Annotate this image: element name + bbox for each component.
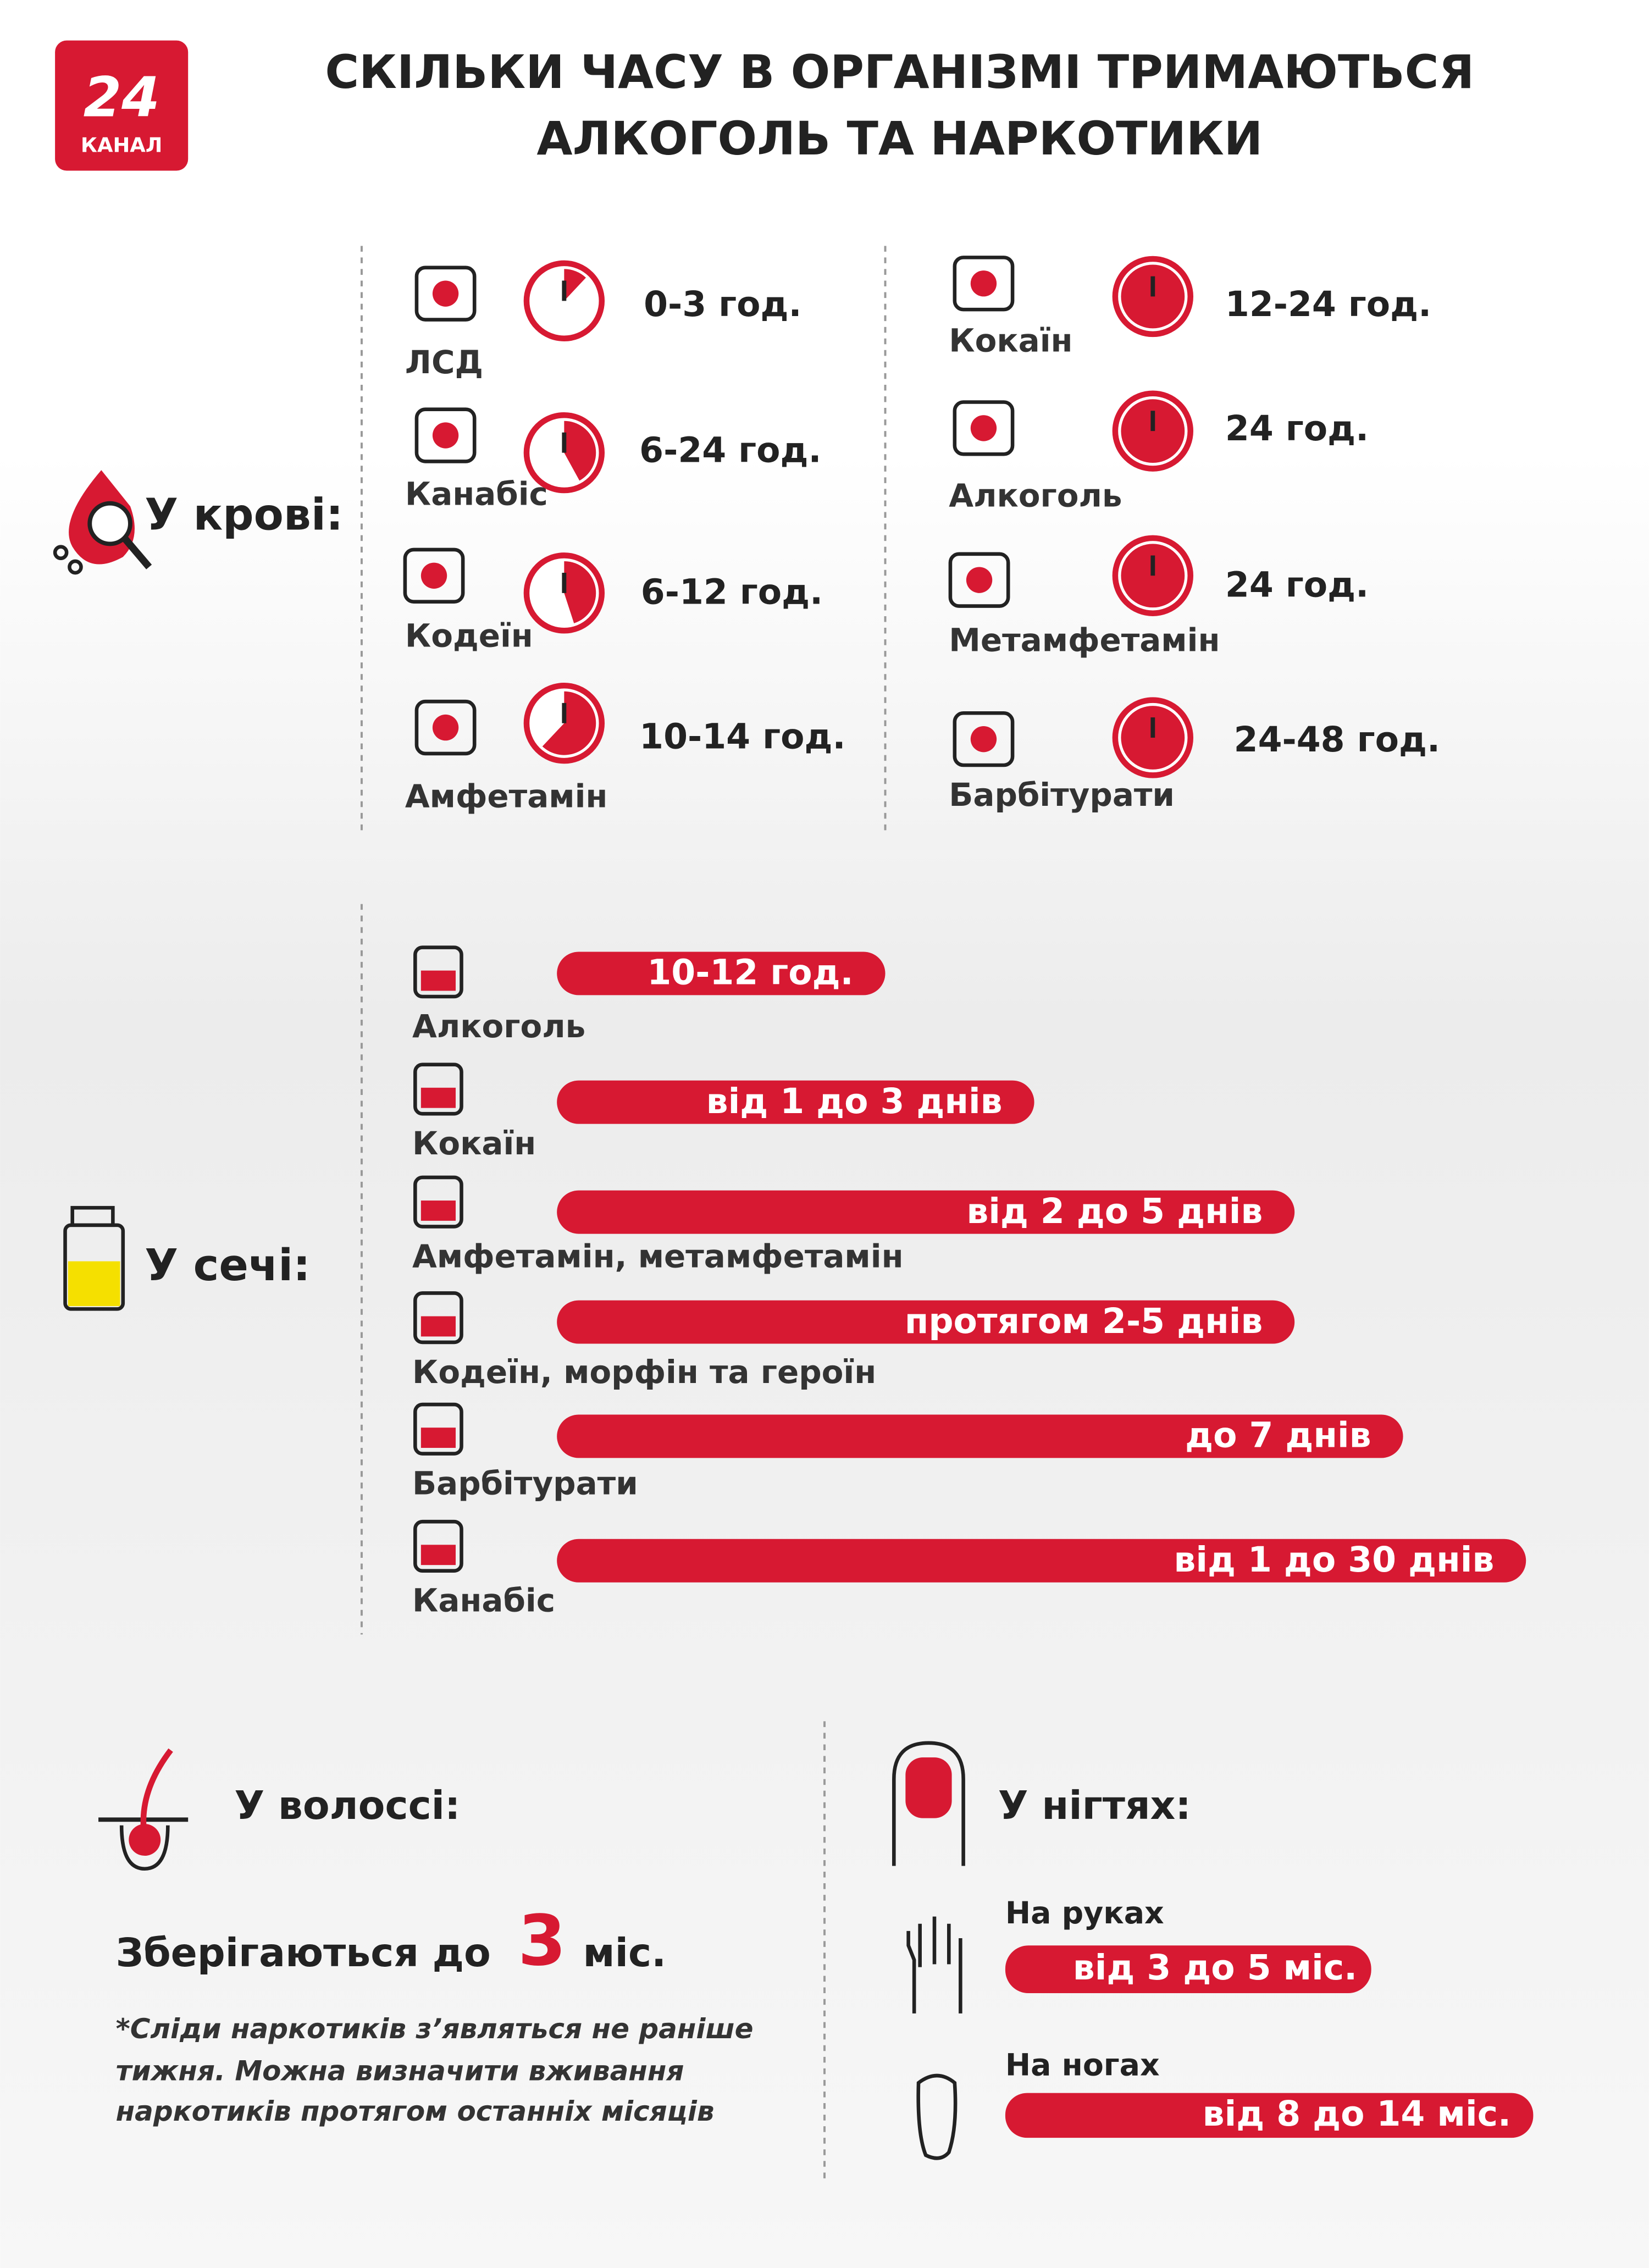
drug-icon xyxy=(413,1402,463,1456)
nails-sub: На ногах xyxy=(1005,2048,1160,2083)
drug-icon xyxy=(414,265,477,322)
drug-icon-dot xyxy=(970,415,997,441)
duration: 0-3 год. xyxy=(644,284,801,324)
drug-name: ЛСД xyxy=(405,344,483,381)
drug-icon-dot xyxy=(432,714,459,741)
drug-icon-fill xyxy=(420,1428,456,1448)
drug-icon xyxy=(403,547,465,604)
hair-text: Зберігаються до xyxy=(116,1930,491,1976)
drug-name: Кодеїн xyxy=(405,617,533,655)
bar-label: 10-12 год. xyxy=(647,952,853,993)
drug-icon-dot xyxy=(420,562,447,589)
drug-icon xyxy=(953,711,1015,767)
clock-fill xyxy=(564,421,596,481)
drug-name: Канабіс xyxy=(405,475,548,513)
nail-icon xyxy=(892,1741,965,1866)
section-label: У крові: xyxy=(145,490,343,540)
drug-name: Амфетамін, метамфетамін xyxy=(412,1237,904,1275)
bar xyxy=(557,1414,1403,1458)
drug-icon xyxy=(413,1519,463,1573)
drug-name: Метамфетамін xyxy=(949,621,1220,659)
nails-sub: На руках xyxy=(1005,1896,1164,1931)
hair-icon xyxy=(98,1748,189,1871)
hair-number: 3 xyxy=(518,1900,566,1981)
section-label: У волоссі: xyxy=(234,1783,460,1828)
urine-icon xyxy=(63,1205,125,1311)
drug-icon-fill xyxy=(420,1316,456,1337)
drug-name: Кокаїн xyxy=(949,322,1072,359)
drug-icon-fill xyxy=(420,1201,456,1221)
drug-icon xyxy=(953,400,1015,456)
drug-name: Кодеїн, морфін та героїн xyxy=(412,1353,876,1391)
hair-unit: міс. xyxy=(583,1930,667,1976)
bar-label: до 7 днів xyxy=(1185,1415,1371,1456)
clock-fill xyxy=(564,561,596,623)
drug-icon-fill xyxy=(420,1087,456,1108)
drug-icon-dot xyxy=(432,422,459,449)
clock-fill xyxy=(542,691,596,755)
bar xyxy=(557,952,886,995)
title: СКІЛЬКИ ЧАСУ В ОРГАНІЗМІ ТРИМАЮТЬСЯ xyxy=(325,45,1474,99)
logo-number: 24 xyxy=(84,65,160,130)
drug-name: Алкоголь xyxy=(412,1008,585,1045)
bar xyxy=(557,1539,1526,1583)
bar-label: від 1 до 3 днів xyxy=(706,1081,1003,1121)
bar-label: від 3 до 5 міс. xyxy=(1073,1947,1357,1988)
bar xyxy=(1005,2093,1534,2138)
drug-icon xyxy=(413,945,463,999)
blood-icon xyxy=(53,470,152,575)
bar-label: від 8 до 14 міс. xyxy=(1203,2093,1511,2134)
logo xyxy=(55,40,189,171)
duration: 6-24 год. xyxy=(639,430,821,471)
duration: 24 год. xyxy=(1225,408,1369,449)
duration: 24-48 год. xyxy=(1234,719,1440,760)
drug-icon-dot xyxy=(966,567,993,593)
bar xyxy=(1005,1945,1371,1994)
drug-name: Амфетамін xyxy=(405,778,608,815)
drug-icon-dot xyxy=(432,280,459,307)
drug-icon-fill xyxy=(420,1545,456,1566)
drug-icon xyxy=(414,407,477,463)
clock-fill xyxy=(1121,544,1185,608)
drug-name: Барбітурати xyxy=(412,1465,638,1502)
drug-icon-dot xyxy=(970,270,997,297)
note: наркотиків протягом останніх місяців xyxy=(116,2095,715,2127)
drug-icon xyxy=(413,1175,463,1229)
foot-icon xyxy=(916,2073,958,2160)
drug-name: Канабіс xyxy=(412,1582,555,1619)
drug-icon xyxy=(413,1063,463,1116)
drug-name: Алкоголь xyxy=(949,477,1122,514)
duration: 12-24 год. xyxy=(1225,284,1431,324)
duration: 24 год. xyxy=(1225,564,1369,605)
bar xyxy=(557,1080,1034,1124)
bar xyxy=(557,1300,1295,1344)
bar-label: від 2 до 5 днів xyxy=(966,1191,1263,1231)
drug-icon-fill xyxy=(420,970,456,991)
bar xyxy=(557,1190,1295,1234)
hand-icon xyxy=(906,1916,962,2013)
drug-icon-dot xyxy=(970,726,997,753)
note: *Сліди наркотиків з’являться не раніше xyxy=(116,2013,754,2045)
drug-icon xyxy=(414,699,477,756)
title: АЛКОГОЛЬ ТА НАРКОТИКИ xyxy=(536,112,1263,165)
logo-text: КАНАЛ xyxy=(81,133,163,157)
drug-icon xyxy=(953,256,1015,312)
drug-icon xyxy=(948,552,1010,608)
section-label: У сечі: xyxy=(145,1240,311,1291)
duration: 10-14 год. xyxy=(639,716,845,757)
section-label: У нігтях: xyxy=(998,1783,1191,1828)
clock-fill xyxy=(564,269,586,301)
drug-icon xyxy=(413,1291,463,1345)
drug-name: Барбітурати xyxy=(949,776,1175,814)
bar-label: від 1 до 30 днів xyxy=(1174,1539,1494,1580)
bar-label: протягом 2-5 днів xyxy=(905,1301,1263,1341)
note: тижня. Можна визначити вживання xyxy=(116,2055,684,2087)
drug-name: Кокаїн xyxy=(412,1125,536,1162)
duration: 6-12 год. xyxy=(641,572,823,612)
